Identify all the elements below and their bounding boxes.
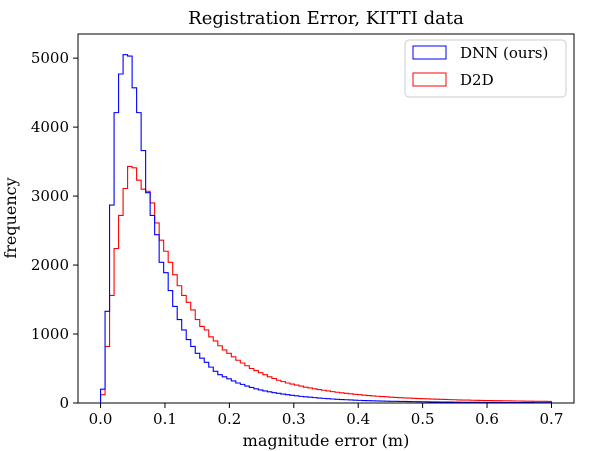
y-tick-label: 0 bbox=[59, 394, 69, 412]
x-axis: 0.0 0.1 0.2 0.3 0.4 0.5 0.6 0.7 bbox=[89, 403, 564, 428]
x-tick-label: 0.5 bbox=[411, 410, 435, 428]
legend-swatch-d2d bbox=[412, 72, 447, 87]
x-tick-label: 0.2 bbox=[217, 410, 241, 428]
x-tick-label: 0.7 bbox=[540, 410, 564, 428]
y-tick-label: 5000 bbox=[31, 49, 69, 67]
series-d2d-histogram bbox=[100, 165, 552, 403]
y-axis: 0 1000 2000 3000 4000 5000 bbox=[31, 49, 78, 412]
legend-label-d2d: D2D bbox=[460, 71, 494, 89]
x-tick-label: 0.6 bbox=[475, 410, 499, 428]
y-tick-label: 2000 bbox=[31, 256, 69, 274]
plot-frame bbox=[77, 33, 575, 404]
x-tick-label: 0.0 bbox=[89, 410, 113, 428]
legend: DNN (ours) D2D bbox=[404, 39, 567, 98]
y-tick-label: 1000 bbox=[31, 325, 69, 343]
plot-series-layer bbox=[100, 54, 552, 404]
series-dnn-histogram bbox=[100, 54, 552, 404]
legend-swatch-dnn bbox=[412, 45, 447, 60]
x-axis-label: magnitude error (m) bbox=[243, 431, 410, 450]
chart-title: Registration Error, KITTI data bbox=[188, 8, 464, 29]
legend-label-dnn: DNN (ours) bbox=[460, 44, 548, 62]
x-tick-label: 0.3 bbox=[282, 410, 306, 428]
y-tick-label: 3000 bbox=[31, 187, 69, 205]
y-axis-label: frequency bbox=[1, 177, 20, 258]
x-tick-label: 0.4 bbox=[346, 410, 370, 428]
y-tick-label: 4000 bbox=[31, 118, 69, 136]
legend-box bbox=[404, 39, 567, 98]
x-tick-label: 0.1 bbox=[153, 410, 177, 428]
